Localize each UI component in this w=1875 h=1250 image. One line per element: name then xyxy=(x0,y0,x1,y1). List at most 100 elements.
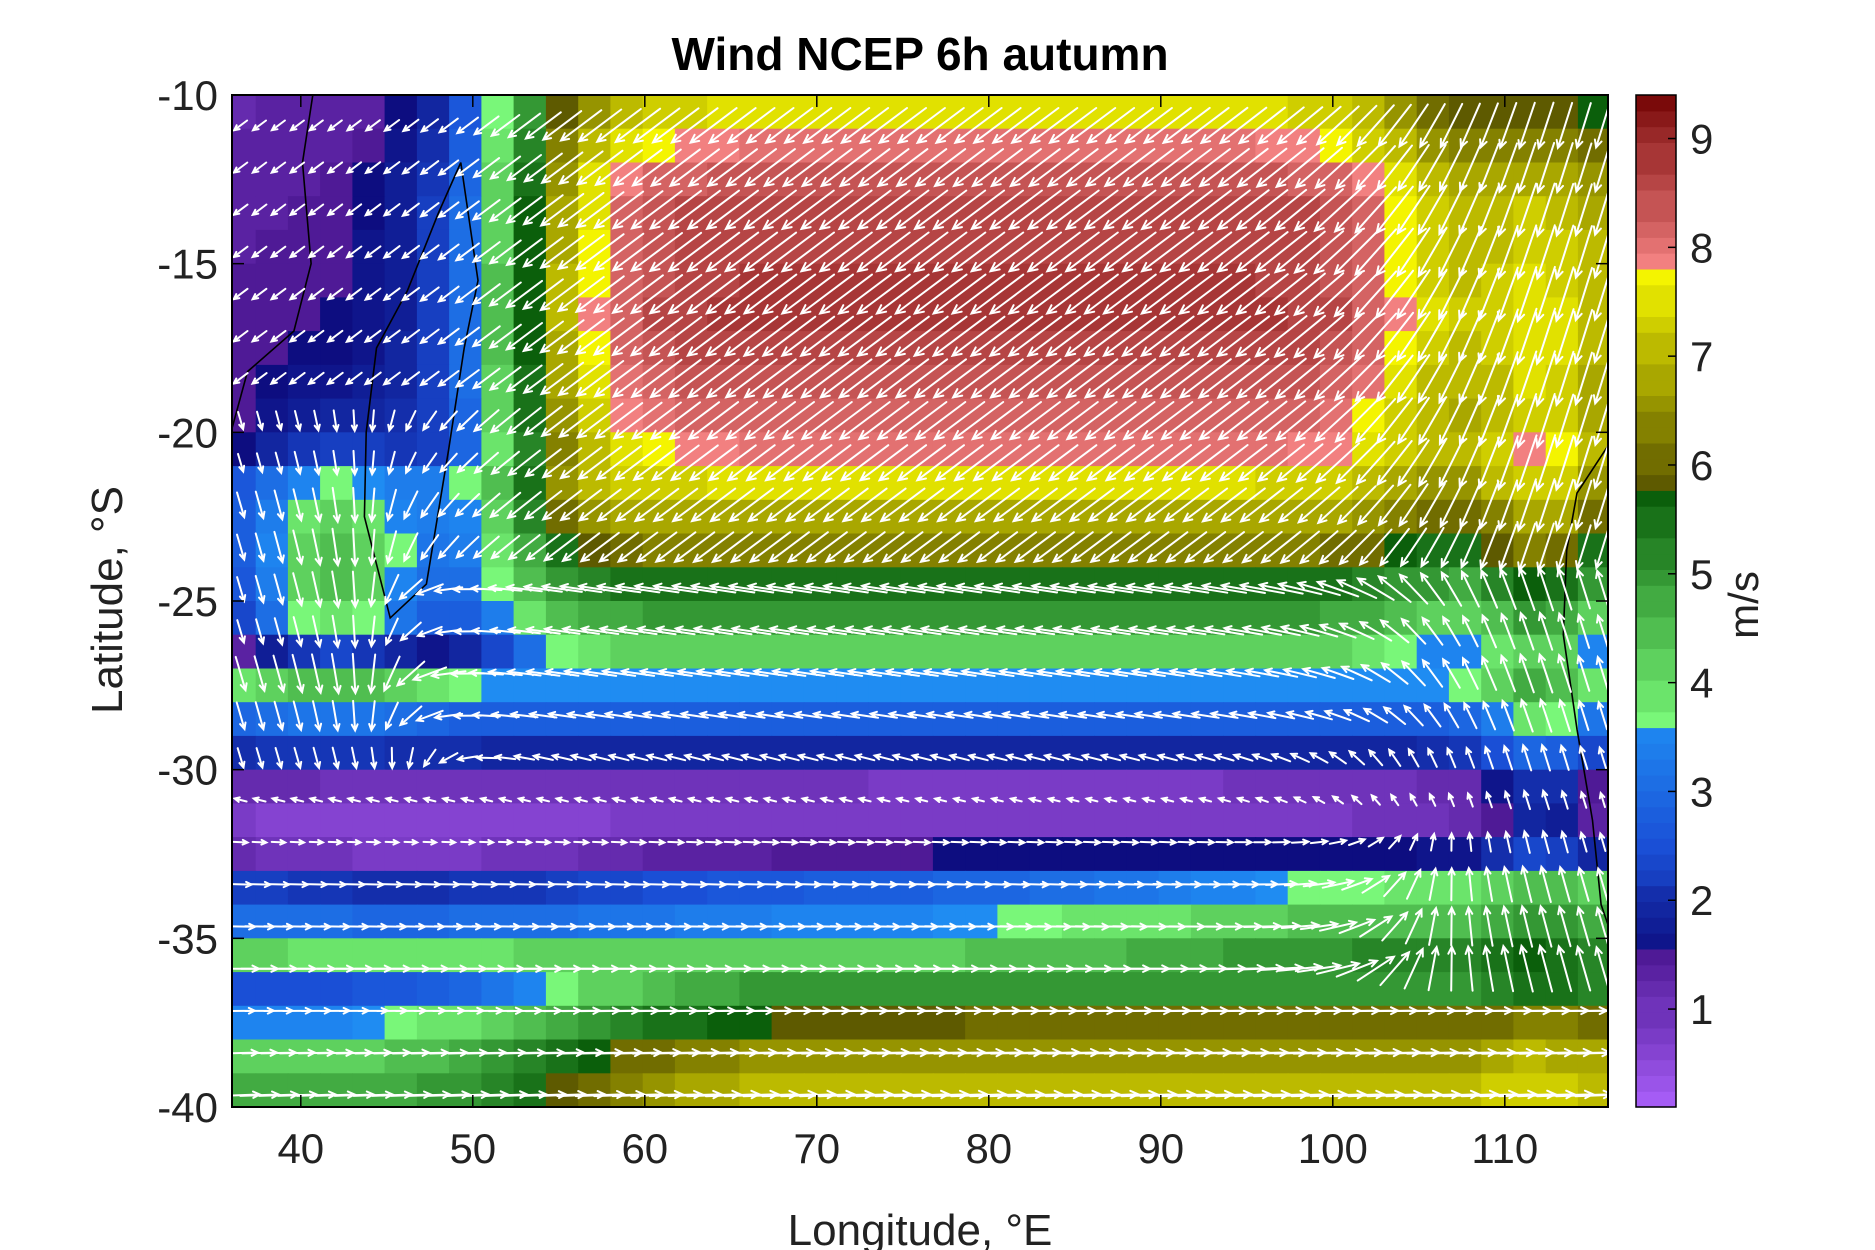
heat-cell xyxy=(803,1039,837,1074)
wind-arrow xyxy=(701,753,725,762)
wind-arrow xyxy=(1011,582,1058,594)
colorbar-step xyxy=(1636,268,1676,286)
wind-arrow xyxy=(569,753,592,762)
colorbar-label: m/s xyxy=(1720,571,1767,639)
wind-arrow xyxy=(288,371,306,386)
wind-arrow xyxy=(610,796,626,803)
wind-arrow xyxy=(506,112,542,139)
heat-cell xyxy=(739,95,773,130)
wind-arrow xyxy=(957,625,999,636)
wind-arrow xyxy=(780,838,800,846)
heat-cell xyxy=(287,634,321,669)
wind-arrow xyxy=(1423,703,1442,728)
heat-cell xyxy=(320,432,353,467)
wind-arrow xyxy=(910,753,932,762)
wind-arrow xyxy=(1256,106,1305,145)
heat-cell xyxy=(384,972,418,1007)
heat-cell xyxy=(803,938,837,973)
wind-arrow xyxy=(1598,831,1607,852)
heat-cell xyxy=(1481,364,1515,400)
wind-arrow xyxy=(575,149,624,186)
heat-cell xyxy=(868,972,902,1007)
wind-arrow xyxy=(913,189,968,231)
wind-arrow xyxy=(368,487,377,524)
wind-arrow xyxy=(1038,710,1069,719)
wind-arrow xyxy=(622,710,653,719)
wind-arrow xyxy=(522,363,564,395)
wind-arrow xyxy=(992,582,1040,594)
wind-arrow xyxy=(789,668,826,677)
wind-arrow xyxy=(1178,796,1194,803)
wind-arrow xyxy=(1026,838,1046,846)
heat-cell xyxy=(578,702,612,737)
wind-arrow xyxy=(454,200,480,220)
wind-arrow xyxy=(1556,566,1573,611)
colorbar-step xyxy=(1636,221,1676,238)
y-tick-label: -35 xyxy=(157,915,218,962)
heat-cell xyxy=(1513,769,1547,804)
wind-arrow xyxy=(400,329,421,344)
wind-arrow xyxy=(616,531,659,563)
wind-arrow xyxy=(1200,582,1248,594)
wind-arrow xyxy=(1209,710,1239,719)
heat-cell xyxy=(287,702,321,737)
heat-cell xyxy=(739,870,773,906)
heat-cell xyxy=(739,735,773,771)
wind-arrow xyxy=(596,488,641,523)
heat-cell xyxy=(1061,735,1095,771)
wind-arrow xyxy=(631,148,682,187)
wind-arrow xyxy=(849,710,880,719)
wind-arrow xyxy=(1236,400,1288,441)
heat-cell xyxy=(1061,1039,1095,1074)
heat-cell xyxy=(965,972,998,1007)
colorbar-step xyxy=(1636,917,1676,934)
wind-arrow xyxy=(385,488,397,523)
heat-cell xyxy=(449,972,482,1007)
wind-arrow xyxy=(1255,400,1307,442)
wind-arrow xyxy=(633,487,680,523)
wind-arrow xyxy=(497,838,515,846)
heat-cell xyxy=(232,870,257,906)
wind-arrow xyxy=(660,710,690,719)
wind-arrow xyxy=(1319,919,1359,932)
wind-arrow xyxy=(1439,102,1464,149)
wind-arrow xyxy=(403,490,419,521)
wind-arrow xyxy=(539,319,585,354)
wind-arrow xyxy=(989,796,1004,803)
wind-arrow xyxy=(1177,273,1233,315)
wind-arrow xyxy=(743,148,796,188)
wind-arrow xyxy=(1243,667,1280,678)
heat-cell xyxy=(1158,972,1192,1007)
wind-arrow xyxy=(382,119,401,133)
heat-cell xyxy=(1352,702,1386,737)
wind-arrow xyxy=(1084,148,1137,188)
wind-arrow xyxy=(875,231,930,273)
heat-cell xyxy=(610,1073,644,1107)
wind-arrow xyxy=(454,493,481,518)
wind-arrow xyxy=(723,231,779,273)
wind-arrow xyxy=(976,625,1018,636)
wind-arrow xyxy=(1065,148,1118,188)
colorbar-step xyxy=(1636,774,1676,792)
wind-arrow xyxy=(754,710,785,719)
wind-arrow xyxy=(1270,752,1292,763)
wind-arrow xyxy=(1574,102,1592,150)
heat-cell xyxy=(610,972,644,1007)
heat-cell xyxy=(1384,432,1418,467)
wind-arrow xyxy=(541,489,583,521)
wind-arrow xyxy=(951,401,1005,441)
wind-arrow xyxy=(1273,796,1288,804)
heat-cell xyxy=(1061,803,1095,838)
y-tick-label: -20 xyxy=(157,409,218,456)
wind-arrow xyxy=(1522,829,1531,854)
wind-arrow xyxy=(398,578,423,601)
heat-cell xyxy=(965,466,998,501)
wind-arrow xyxy=(524,626,561,635)
wind-arrow xyxy=(1180,106,1230,145)
heat-cell xyxy=(320,1073,353,1107)
heat-cell xyxy=(771,735,805,771)
wind-arrow xyxy=(471,492,501,518)
wind-arrow xyxy=(598,625,639,636)
wind-arrow xyxy=(593,359,644,398)
wind-arrow xyxy=(1045,273,1100,315)
